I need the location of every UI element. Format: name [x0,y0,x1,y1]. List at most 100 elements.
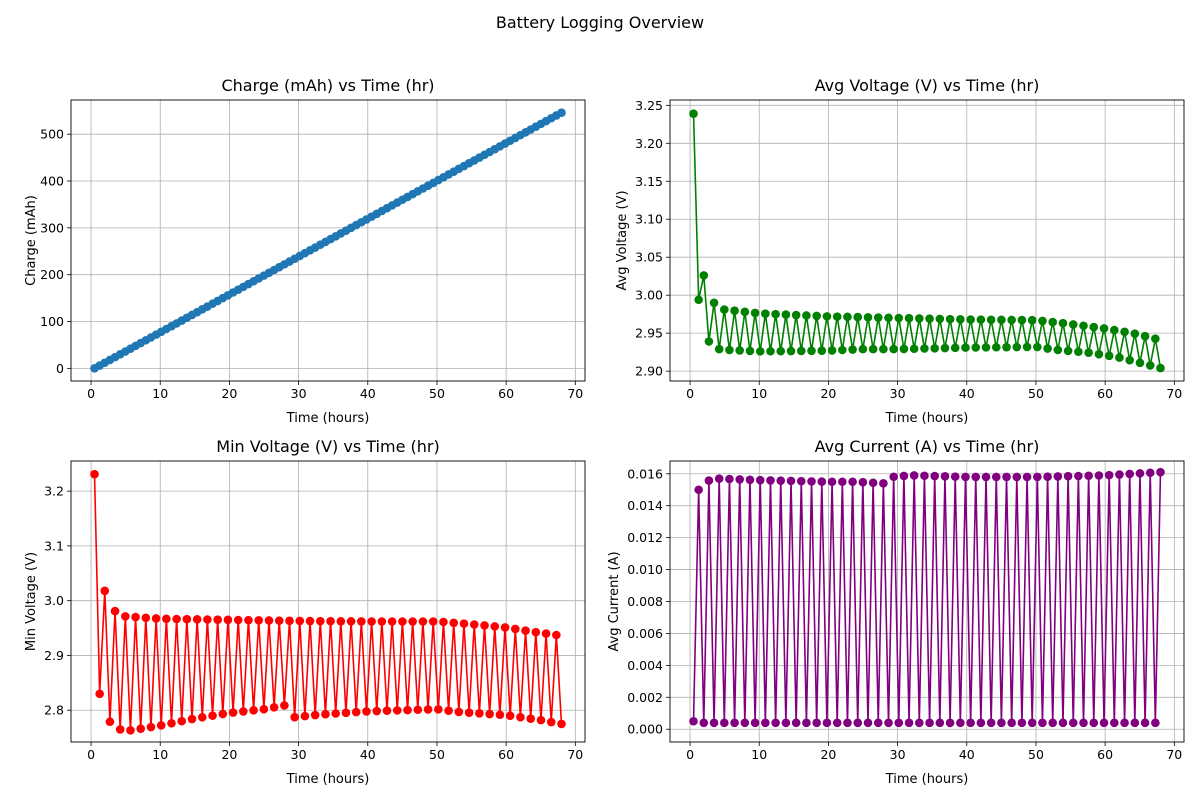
x-tick-label: 10 [152,747,168,762]
data-point [1048,718,1058,728]
data-point [1125,355,1134,365]
data-point [326,616,335,626]
y-tick-label: 0.000 [627,722,663,737]
x-tick-label: 70 [567,386,583,401]
data-point [889,472,898,482]
data-point [704,337,714,346]
data-point [935,314,945,324]
data-point [791,718,801,728]
data-point [930,343,939,353]
data-point [1104,470,1114,480]
data-point [991,472,1001,482]
data-point [699,718,709,728]
x-tick-label: 30 [291,386,307,401]
y-tick-label: 0.014 [627,498,663,513]
data-point [439,617,448,627]
data-point [812,311,821,321]
data-point [136,724,145,733]
data-point [776,476,786,485]
x-tick-label: 70 [567,747,583,762]
series-group [689,109,1165,373]
data-point [1115,353,1124,362]
data-point [531,627,541,637]
y-axis-label: Min Voltage (V) [24,552,39,651]
data-point [290,712,299,722]
x-tick-label: 60 [498,386,514,401]
data-point [1110,718,1119,728]
data-point [285,616,294,626]
data-point [382,706,392,716]
y-tick-label: 3.05 [635,250,663,265]
chart-panel-2: 0 10 20 30 40 50 60 70 2.90 2.95 3.00 3.05 3.10 3.15 3… [615,76,1185,426]
data-point [459,619,469,628]
data-point [725,474,734,484]
data-point [1058,318,1068,328]
data-point [909,344,919,354]
data-point [1156,467,1165,477]
axes-frame [70,460,586,743]
data-point [516,712,525,722]
data-point [1130,718,1140,728]
data-point [1135,469,1145,478]
data-point [766,476,775,485]
data-point [873,718,883,728]
data-point [730,718,739,728]
data-point [321,709,330,719]
data-point [807,346,816,356]
data-point [981,472,991,482]
data-point [274,616,284,625]
data-point [1002,342,1011,352]
data-point [213,615,222,624]
x-tick-label: 20 [820,386,836,401]
x-tick-label: 50 [1028,747,1044,762]
data-point [310,710,320,720]
axes-frame [70,99,586,382]
y-tick-label: 0.016 [627,466,663,481]
data-point [418,617,428,626]
y-tick-label: 0.010 [627,562,663,577]
data-point [822,312,832,321]
data-point [991,342,1001,352]
chart-panel-1: 0 10 20 30 40 50 60 70 0 100 200 300 400 500 Charge (m… [24,76,586,426]
x-tick-label: 30 [890,747,906,762]
data-point [884,313,893,323]
data-point [1027,718,1037,728]
data-point [392,706,402,715]
series-group [689,467,1165,728]
data-point [1099,718,1109,728]
x-tick-label: 70 [1166,747,1182,762]
x-tick-label: 40 [360,747,376,762]
y-tick-label: 3.0 [44,593,64,608]
data-point [521,626,530,635]
x-tick-label: 20 [820,747,836,762]
data-point [1135,358,1145,368]
y-tick-label: 0.008 [627,594,663,609]
data-point [377,617,387,626]
chart-panel-3: 0 10 20 30 40 50 60 70 2.8 2.9 3.0 3.1 3.2 Min Voltag… [24,437,586,787]
data-point [791,310,801,320]
data-point [915,718,924,728]
data-point [709,718,719,728]
y-tick-label: 2.9 [44,648,64,663]
data-point [750,718,760,728]
data-point [966,315,975,324]
data-point [1094,349,1104,359]
data-point [915,314,924,323]
data-point [218,709,228,719]
y-tick-label: 3.2 [44,484,64,499]
x-tick-label: 40 [959,747,975,762]
data-point [940,472,950,481]
y-tick-label: 2.90 [635,364,663,379]
x-tick-label: 50 [429,747,445,762]
data-point [1140,331,1150,341]
y-tick-label: 3.00 [635,288,663,303]
data-point [1063,471,1073,481]
data-point [480,621,489,630]
data-point [1012,342,1022,352]
data-point [832,718,842,728]
data-point [469,620,479,629]
data-point [755,475,765,485]
x-axis-label: Time (hours) [885,772,969,787]
data-point [505,711,515,721]
data-point [945,718,955,728]
